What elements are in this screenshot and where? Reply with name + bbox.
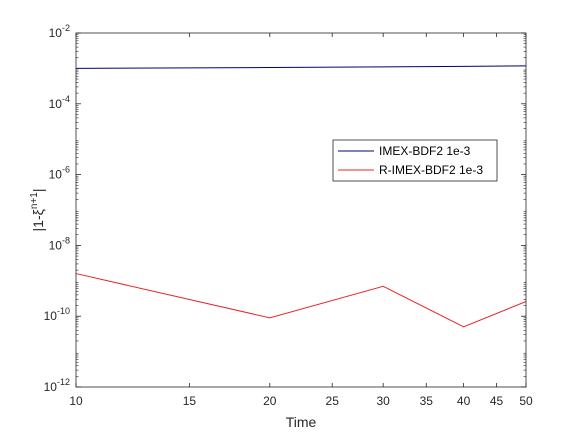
series-line-1 — [75, 273, 527, 328]
y-tick-label: 10-6 — [49, 165, 70, 182]
x-tick-label: 10 — [69, 394, 83, 408]
y-tick-label: 10-4 — [49, 94, 70, 111]
plot-area — [76, 33, 526, 387]
legend-box — [332, 139, 498, 182]
y-tick-label: 10-10 — [44, 306, 70, 323]
x-tick-label: 25 — [326, 394, 340, 408]
x-tick-label: 50 — [519, 394, 533, 408]
x-tick-label: 35 — [420, 394, 434, 408]
x-tick-label: 30 — [376, 394, 390, 408]
x-tick-label: 20 — [263, 394, 277, 408]
x-tick-label: 40 — [457, 394, 471, 408]
y-tick-label: 10-12 — [44, 377, 70, 394]
x-tick-label: 45 — [490, 394, 504, 408]
legend-label-r-imex-bdf2: R-IMEX-BDF2 1e-3 — [379, 163, 483, 177]
legend-label-imex-bdf2: IMEX-BDF2 1e-3 — [379, 144, 471, 158]
series-line-0 — [75, 65, 527, 69]
y-axis: 10-12 10-10 10-8 10-6 10-4 10-2 — [44, 23, 526, 394]
y-axis-label-main: |1-ξ — [30, 209, 46, 231]
y-axis-label-superscript: n+1 — [29, 192, 40, 209]
x-axis: 10 15 20 25 30 35 40 45 50 — [69, 33, 533, 408]
y-axis-label: |1-ξn+1| — [29, 189, 46, 232]
x-tick-label: 15 — [183, 394, 197, 408]
y-axis-label-end: | — [30, 189, 46, 193]
axes-box — [75, 32, 527, 388]
y-tick-label: 10-8 — [49, 235, 70, 252]
legend: IMEX-BDF2 1e-3 R-IMEX-BDF2 1e-3 — [332, 139, 498, 182]
y-tick-label: 10-2 — [49, 23, 70, 40]
series-layer — [75, 65, 527, 328]
x-axis-label: Time — [286, 414, 317, 430]
